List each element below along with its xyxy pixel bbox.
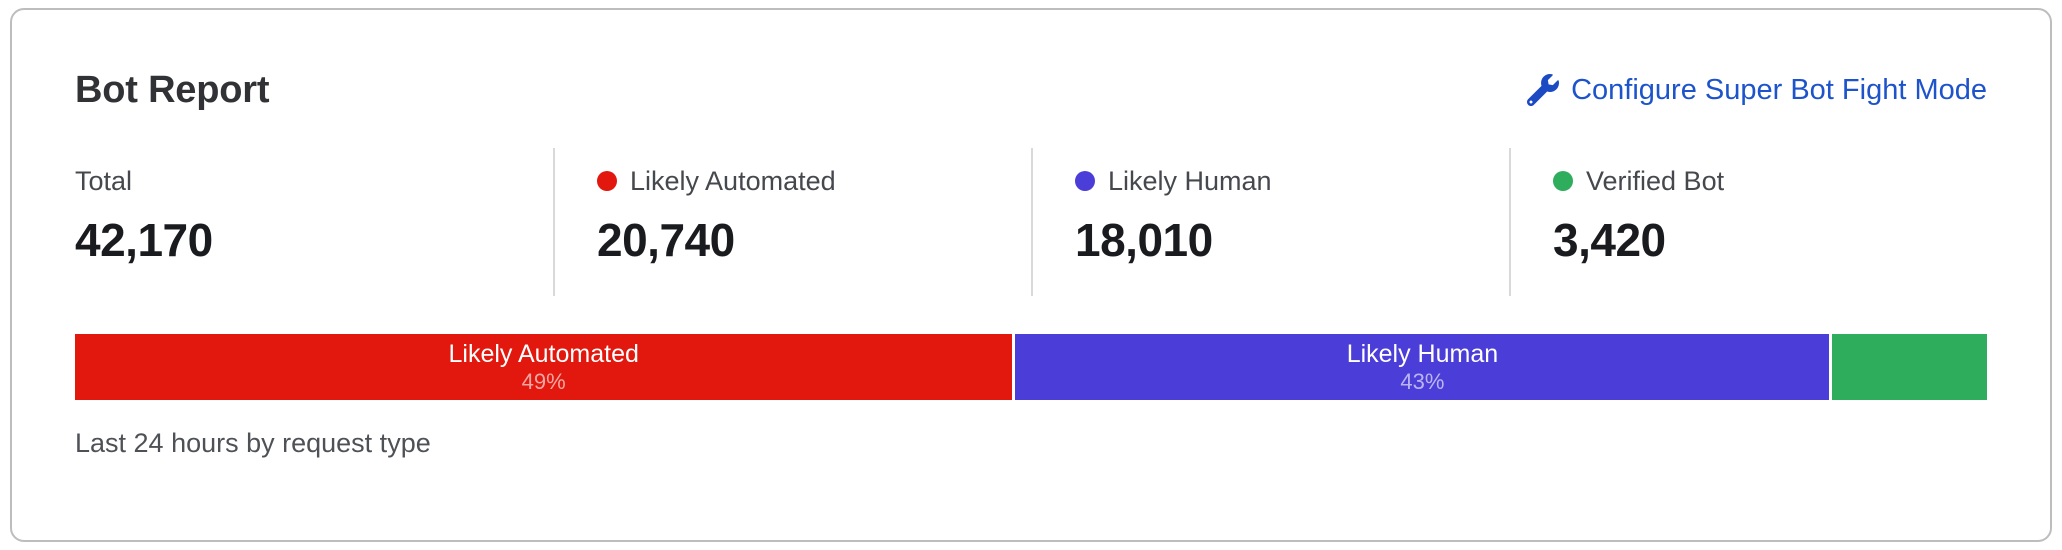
stat-total-value: 42,170 [75,214,213,266]
bar-segment-verified-bot [1832,334,1987,400]
wrench-icon [1527,74,1560,106]
bar-segment-likely-human: Likely Human 43% [1015,334,1830,400]
configure-link-label: Configure Super Bot Fight Mode [1571,74,1987,106]
card-header: Bot Report Configure Super Bot Fight Mod… [75,66,1987,114]
stat-likely-human-label-row: Likely Human [1075,164,1509,198]
bar-segment-percent: 49% [521,369,566,394]
stat-total-label-row: Total [75,164,553,198]
stat-likely-human-label: Likely Human [1108,166,1272,196]
stat-likely-automated-value: 20,740 [597,214,735,266]
stat-likely-human: Likely Human 18,010 [1031,148,1509,296]
bar-segment-label: Likely Automated [448,340,639,368]
stat-verified-bot-label-row: Verified Bot [1553,164,1987,198]
stat-likely-automated-label-row: Likely Automated [597,164,1031,198]
stat-total-label: Total [75,166,133,196]
bar-segment-label: Likely Human [1346,340,1499,368]
stat-verified-bot: Verified Bot 3,420 [1509,148,1987,296]
stat-verified-bot-label: Verified Bot [1586,166,1725,196]
stat-total: Total 42,170 [75,148,553,296]
stat-likely-automated-label: Likely Automated [630,166,836,196]
bar-segment-likely-automated: Likely Automated 49% [75,334,1013,400]
stats-row: Total 42,170 Likely Automated 20,740 Lik… [75,148,1987,296]
likely-human-legend-dot [1075,171,1095,191]
stat-likely-automated: Likely Automated 20,740 [553,148,1031,296]
configure-super-bot-fight-mode-link[interactable]: Configure Super Bot Fight Mode [1527,72,1987,108]
bar-segment-percent: 43% [1400,369,1445,394]
chart-caption: Last 24 hours by request type [75,428,431,458]
page-title: Bot Report [75,69,270,111]
verified-bot-legend-dot [1553,171,1573,191]
likely-automated-legend-dot [597,171,617,191]
distribution-bar: Likely Automated 49% Likely Human 43% [75,334,1987,400]
stat-verified-bot-value: 3,420 [1553,214,1666,266]
bot-report-card: Bot Report Configure Super Bot Fight Mod… [10,8,2052,542]
stat-likely-human-value: 18,010 [1075,214,1213,266]
